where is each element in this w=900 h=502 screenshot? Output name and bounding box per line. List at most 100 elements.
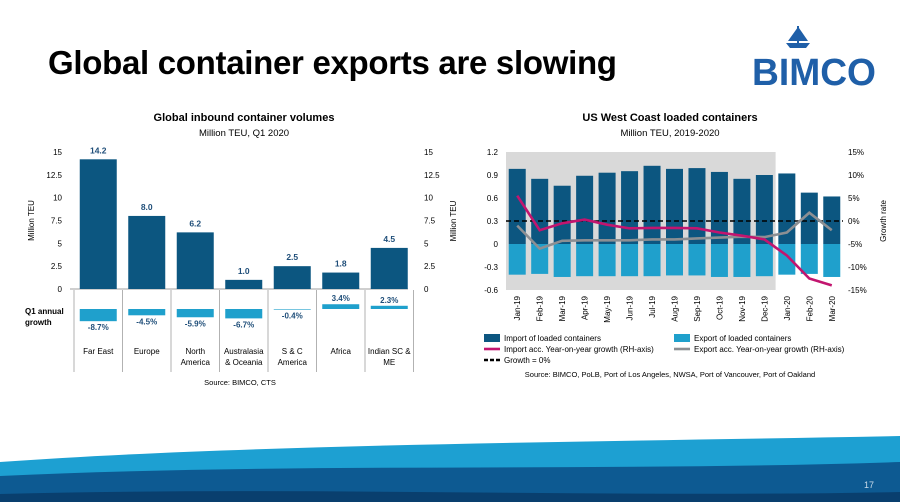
x-tick-label: Jan-20 (783, 295, 792, 320)
source-note: Source: BIMCO, PoLB, Port of Los Angeles… (525, 370, 815, 379)
y-tick-label-right: -10% (848, 263, 867, 272)
page-number: 17 (863, 480, 874, 490)
y-tick-label: 10 (53, 194, 62, 203)
bar-value-label: 1.8 (335, 259, 347, 269)
y-tick-label-right: -5% (848, 240, 862, 249)
bar (79, 159, 117, 289)
category-label: Australasia (224, 347, 264, 356)
y-tick-label-right: 5% (848, 194, 860, 203)
category-label: & Oceania (225, 358, 263, 367)
bar-value-label: 1.0 (238, 266, 250, 276)
import-bar (553, 185, 571, 244)
legend-label: Export acc. Year-on-year growth (RH-axis… (694, 345, 845, 354)
growth-label: -8.7% (88, 323, 109, 332)
bar-value-label: 8.0 (141, 202, 153, 212)
growth-label: -6.7% (233, 320, 254, 329)
export-bar (621, 244, 639, 277)
y-tick-label-right: 7.5 (424, 217, 436, 226)
x-tick-label: May-19 (603, 295, 612, 322)
y-tick-label: 1.2 (487, 148, 499, 157)
legend-label: Export of loaded containers (694, 334, 791, 343)
x-tick-label: Oct-19 (715, 295, 724, 320)
category-label: North (185, 347, 205, 356)
export-bar (800, 244, 818, 274)
us-west-coast-chart: US West Coast loaded containers Million T… (449, 112, 888, 379)
y-tick-label-right: 0% (848, 217, 860, 226)
export-bar (733, 244, 751, 277)
growth-label: -4.5% (136, 317, 157, 326)
category-label: America (278, 358, 308, 367)
legend-swatch (674, 334, 690, 342)
y-tick-label: 7.5 (51, 217, 63, 226)
export-bar (778, 244, 796, 275)
y-axis-label: Million TEU (27, 200, 36, 241)
x-tick-label: Apr-19 (581, 295, 590, 320)
chart-subtitle: Million TEU, Q1 2020 (199, 128, 289, 139)
footer-band (0, 436, 900, 502)
x-tick-label: Aug-19 (671, 295, 680, 321)
import-bar (643, 165, 661, 244)
y-tick-label-right: 0 (424, 285, 429, 294)
y-tick-label-right: 2.5 (424, 262, 436, 271)
y-tick-label-right: 15 (424, 148, 433, 157)
bar (370, 247, 408, 289)
export-bar (643, 244, 661, 277)
y-tick-label-right: 15% (848, 148, 864, 157)
bar-value-label: 2.5 (286, 252, 298, 262)
export-bar (666, 244, 683, 276)
growth-label: 2.3% (380, 296, 398, 305)
y-tick-label-right: 5 (424, 239, 429, 248)
y-tick-label: 0 (58, 285, 63, 294)
chart-title: Global inbound container volumes (154, 112, 335, 124)
y-tick-label: 0.6 (487, 194, 499, 203)
bar-value-label: 14.2 (90, 145, 107, 155)
x-tick-label: Jan-19 (513, 295, 522, 320)
y-tick-label-right: 10 (424, 194, 433, 203)
export-bar (553, 244, 571, 277)
bar (225, 279, 263, 289)
bar (273, 266, 311, 289)
x-tick-label: Sep-19 (693, 295, 702, 321)
growth-label: -0.4% (282, 312, 303, 321)
export-bar (576, 244, 594, 277)
growth-bar (176, 309, 214, 318)
growth-label: -5.9% (185, 319, 206, 328)
x-tick-label: Jun-19 (626, 295, 635, 320)
x-tick-label: Mar-19 (558, 295, 567, 321)
y-tick-label: -0.6 (484, 286, 498, 295)
x-tick-label: Dec-19 (760, 295, 769, 321)
x-tick-label: Feb-19 (536, 295, 545, 321)
global-inbound-chart: Global inbound container volumes Million … (25, 112, 440, 387)
bar (176, 232, 214, 289)
growth-bar (322, 304, 360, 309)
bar (128, 215, 166, 289)
y-tick-label: 12.5 (46, 171, 62, 180)
bar-value-label: 6.2 (189, 218, 201, 228)
import-bar (666, 168, 683, 244)
growth-bar (79, 309, 117, 322)
export-bar (755, 244, 773, 277)
import-bar (531, 178, 549, 244)
import-growth-line (516, 194, 833, 287)
growth-bar (273, 309, 311, 310)
import-bar (688, 168, 706, 244)
export-growth-line (516, 211, 833, 251)
legend-swatch (484, 334, 500, 342)
slide-title: Global container exports are slowing (48, 44, 617, 81)
bar-value-label: 4.5 (383, 234, 395, 244)
import-bar (778, 173, 796, 244)
import-bar (823, 196, 841, 244)
y-tick-label: 2.5 (51, 262, 63, 271)
y-tick-label-right: 10% (848, 171, 864, 180)
y-axis-label: Million TEU (449, 200, 458, 241)
x-tick-label: Jul-19 (648, 295, 657, 317)
category-label: Africa (331, 347, 352, 356)
import-bar (621, 171, 639, 244)
y-tick-label-right: 12.5 (424, 171, 440, 180)
growth-bar (128, 309, 166, 316)
y-tick-label: 0.3 (487, 217, 499, 226)
export-bar (508, 244, 526, 275)
legend-label: Import of loaded containers (504, 334, 601, 343)
import-bar (710, 171, 728, 244)
import-bar (755, 175, 773, 244)
